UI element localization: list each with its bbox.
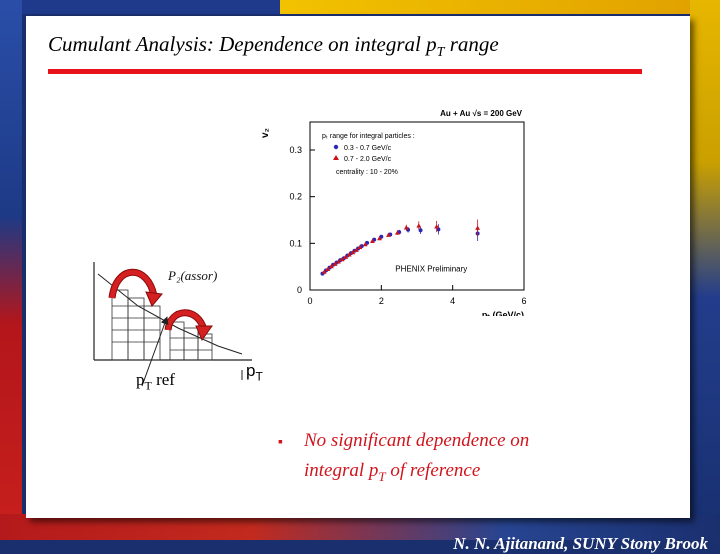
- data-point-triangle: [339, 256, 345, 262]
- data-point-triangle: [386, 232, 391, 237]
- data-point-triangle: [350, 249, 356, 255]
- schematic-label: P₂(assor): [167, 268, 217, 283]
- correlation-schematic: P₂(assor): [82, 254, 262, 404]
- v2-chart: Au + Au √s = 200 GeV v₂ pₜ (GeV/c) 0 0.1 0.2 0…: [236, 96, 536, 320]
- title-underline: [48, 69, 642, 74]
- x-axis-label: pₜ (GeV/c): [482, 310, 524, 316]
- x-tick-label: 0: [307, 296, 312, 306]
- slide-canvas: Cumulant Analysis: Dependence on integra…: [26, 16, 690, 518]
- legend-entry: 0.3 - 0.7 GeV/c: [344, 145, 392, 152]
- title-main: Cumulant Analysis: Dependence on integra…: [48, 32, 437, 56]
- legend-marker: [333, 144, 339, 150]
- pt-label: pT: [246, 361, 263, 383]
- schematic-svg: P₂(assor): [93, 262, 252, 387]
- data-point-triangle: [357, 244, 363, 250]
- data-point-triangle: [362, 241, 368, 247]
- pt-ref-sub: T: [144, 378, 152, 393]
- pt-main: p: [246, 361, 256, 380]
- pt-ref-label: pT ref: [136, 370, 175, 393]
- data-point-triangle: [394, 230, 400, 235]
- legend-marker: [333, 155, 339, 160]
- y-tick-label: 0: [297, 285, 302, 295]
- y-tick-label: 0.1: [289, 238, 302, 248]
- data-point-triangle: [434, 224, 440, 229]
- frame-top-left: [0, 0, 360, 14]
- data-point-triangle: [416, 223, 422, 228]
- legend-entry: 0.7 - 2.0 GeV/c: [344, 156, 392, 163]
- data-point-triangle: [346, 252, 352, 257]
- title-tail: range: [444, 32, 499, 56]
- data-point-triangle: [370, 238, 375, 243]
- pt-ref-tail: ref: [151, 370, 175, 389]
- legend-title: pₜ range for integral particles :: [322, 133, 415, 140]
- y-axis-label: v₂: [260, 128, 271, 138]
- bullet-line-2a: integral p: [304, 460, 379, 481]
- pt-sub: T: [255, 369, 263, 384]
- chart-header: Au + Au √s = 200 GeV: [440, 109, 523, 118]
- chart-watermark: PHENIX Preliminary: [395, 264, 467, 273]
- bullet-text: No significant dependence on integral pT …: [304, 426, 654, 492]
- v2-chart-svg: Au + Au √s = 200 GeV v₂ pₜ (GeV/c) 0 0.1 0.2 0…: [260, 109, 527, 320]
- data-point-triangle: [343, 254, 349, 259]
- slide-title: Cumulant Analysis: Dependence on integra…: [48, 32, 499, 61]
- pt-ref-main: p: [136, 370, 145, 389]
- data-point-triangle: [329, 263, 334, 269]
- bullet-line-2b: of reference: [385, 460, 481, 481]
- plot-frame: [309, 121, 525, 291]
- frame-right: [690, 0, 720, 540]
- frame-left: [0, 0, 22, 540]
- data-point-triangle: [336, 259, 341, 264]
- schematic-bins: [111, 289, 213, 361]
- data-point-triangle: [377, 235, 382, 241]
- x-tick-label: 2: [379, 296, 384, 306]
- title-subscript: T: [436, 45, 445, 61]
- bullet-line-1: No significant dependence on: [304, 430, 530, 451]
- data-point-circle: [418, 228, 423, 233]
- data-point-triangle: [325, 266, 331, 271]
- bullet-line-2-sub: T: [378, 468, 386, 484]
- schematic-pointer-ref: [141, 316, 169, 387]
- y-tick-label: 0.3: [289, 145, 302, 155]
- data-point-triangle: [332, 261, 338, 266]
- legend-centrality: centrality : 10 - 20%: [336, 169, 398, 176]
- data-point-triangle: [321, 269, 327, 274]
- x-tick-label: 4: [450, 296, 455, 306]
- data-point-triangle: [353, 247, 359, 252]
- data-point-triangle: [403, 225, 409, 230]
- frame-top-right: [280, 0, 720, 14]
- bullet-marker-icon: ▪: [278, 435, 283, 450]
- data-point-triangle: [475, 225, 481, 230]
- y-tick-label: 0.2: [289, 192, 302, 202]
- x-tick-label: 6: [521, 296, 526, 306]
- footer-credit: N. N. Ajitanand, SUNY Stony Brook: [453, 534, 708, 553]
- schematic-spectrum-curve: [97, 273, 243, 355]
